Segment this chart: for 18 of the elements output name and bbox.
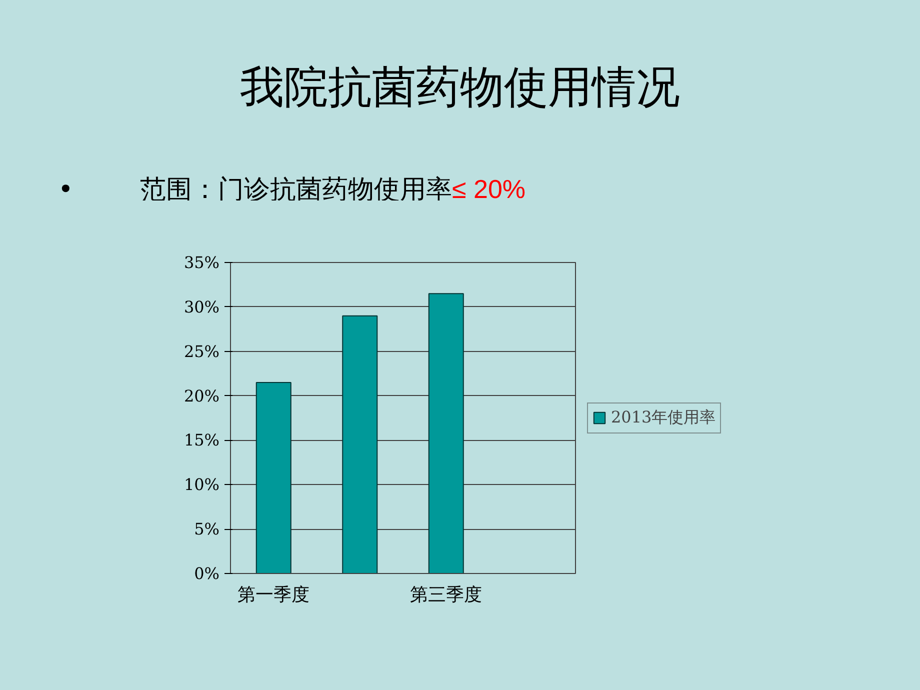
legend-label: 2013年使用率 <box>611 407 716 428</box>
y-tick-label: 5% <box>194 520 220 539</box>
y-tick-label: 0% <box>194 564 220 583</box>
chart-title: 我院抗菌药物使用情况 <box>239 61 681 115</box>
x-tick-label: 第三季度 <box>410 584 482 606</box>
y-tick-label: 35% <box>184 253 220 272</box>
y-tick-label: 15% <box>184 430 220 450</box>
text: ≤ 20% <box>452 174 526 204</box>
chart-subtitle: 范围：门诊抗菌药物使用率 <box>140 175 452 205</box>
y-tick-label: 20% <box>184 386 220 406</box>
y-tick-label: 30% <box>184 297 220 316</box>
bar <box>428 293 464 574</box>
x-tick-label: 第一季度 <box>238 584 310 606</box>
y-tick-label: 25% <box>184 342 220 361</box>
bar <box>342 315 378 574</box>
y-tick-label: 10% <box>184 475 220 494</box>
text: • <box>58 175 74 205</box>
bar <box>256 382 292 574</box>
